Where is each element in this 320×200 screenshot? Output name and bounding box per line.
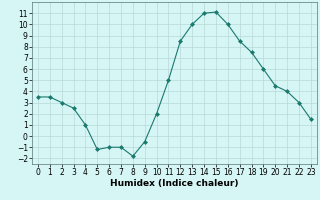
X-axis label: Humidex (Indice chaleur): Humidex (Indice chaleur): [110, 179, 239, 188]
